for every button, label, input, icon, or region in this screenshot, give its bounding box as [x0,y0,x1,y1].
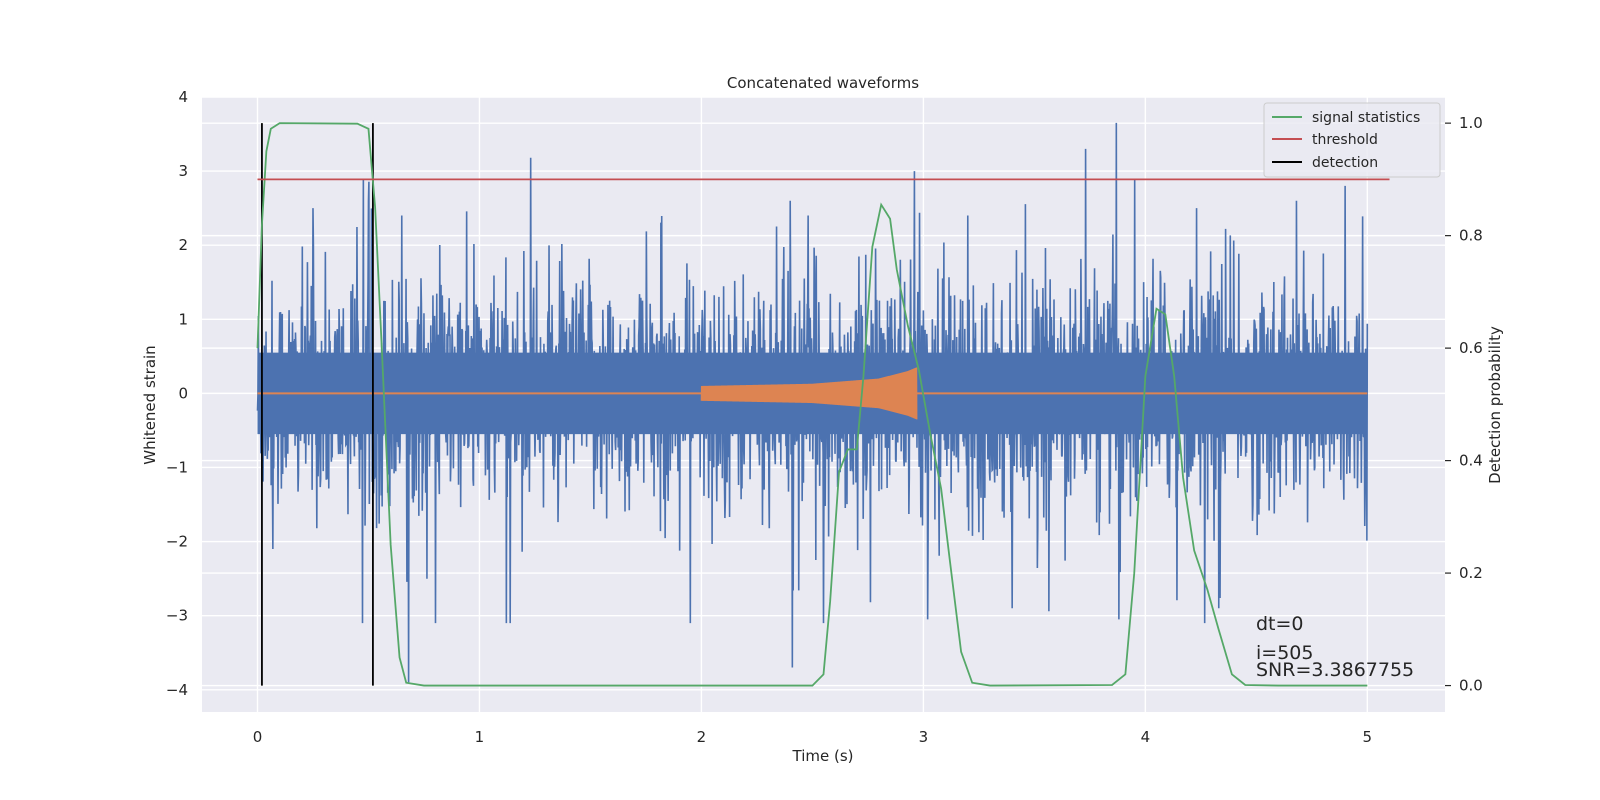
y-right-tick-label: 0.8 [1459,227,1483,245]
y-right-axis-label: Detection probability [1486,326,1504,484]
annotation-dt: dt=0 [1256,613,1304,635]
x-tick-label: 0 [253,728,263,746]
legend: signal statistics threshold detection [1263,102,1441,178]
y-tick-label: −2 [166,533,188,551]
x-tick-label: 3 [919,728,929,746]
x-tick-label: 1 [475,728,485,746]
y-tick-labels: −4 −3 −2 −1 0 1 2 3 4 [166,88,188,699]
y-tick-label: −3 [166,607,188,625]
x-tick-label: 4 [1141,728,1151,746]
y-right-tick-label: 0.4 [1459,452,1483,470]
legend-box [1263,102,1441,178]
x-axis-label: Time (s) [792,747,854,765]
x-tick-label: 5 [1363,728,1373,746]
y-right-tick-label: 0.6 [1459,339,1483,357]
annotation-index: i=505 [1256,642,1313,664]
chart-title: Concatenated waveforms [727,74,919,92]
y-tick-label: −1 [166,458,188,476]
y-tick-label: 1 [178,310,188,328]
y-tick-label: 2 [178,236,188,254]
x-tick-labels: 0 1 2 3 4 5 [253,728,1372,746]
legend-label-signal-statistics: signal statistics [1312,110,1420,126]
y-axis-label: Whitened strain [141,345,159,464]
series-layer [256,122,1390,687]
x-tick-label: 2 [697,728,707,746]
signal-statistics-series [256,122,1368,687]
y-tick-label: 4 [178,88,188,106]
legend-label-detection: detection [1312,155,1378,171]
y-tick-label: 0 [178,384,188,402]
y-tick-label: 3 [178,162,188,180]
y-tick-label: −4 [166,681,188,699]
y-right-tick-label: 0.2 [1459,564,1483,582]
legend-label-threshold: threshold [1312,132,1378,148]
y-right-tick-label: 1.0 [1459,114,1483,132]
y-right-tick-label: 0.0 [1459,677,1483,695]
annotation-snr: SNR=3.3867755 [1256,659,1414,681]
waveform-series [700,367,918,420]
y-right-tick-labels: 0.0 0.2 0.4 0.6 0.8 1.0 [1445,114,1483,695]
